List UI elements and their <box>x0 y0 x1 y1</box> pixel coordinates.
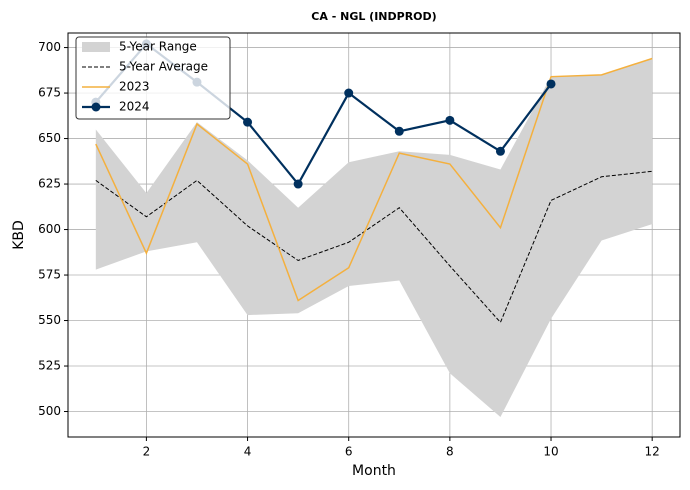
chart-title: CA - NGL (INDPROD) <box>311 10 436 23</box>
legend-marker <box>91 102 101 112</box>
x-tick-label: 8 <box>446 445 454 459</box>
x-tick-label: 4 <box>244 445 252 459</box>
y-tick-label: 575 <box>38 268 61 282</box>
y-tick-label: 600 <box>38 222 61 236</box>
legend-label: 5-Year Average <box>119 60 208 74</box>
point <box>243 117 253 127</box>
legend: 5-Year Range 5-Year Average 2023 2024 <box>75 36 231 120</box>
point <box>546 79 556 89</box>
point <box>445 115 455 125</box>
y-tick-label: 650 <box>38 131 61 145</box>
series-line <box>95 170 653 324</box>
range-band <box>95 58 653 417</box>
y-tick-label: 675 <box>38 86 61 100</box>
y-tick-label: 700 <box>38 40 61 54</box>
legend-swatch <box>82 42 110 52</box>
legend-label: 2024 <box>119 100 150 114</box>
y-tick-label: 625 <box>38 177 61 191</box>
legend-label: 2023 <box>119 80 150 94</box>
x-tick-label: 6 <box>345 445 353 459</box>
legend-label: 5-Year Range <box>119 40 197 54</box>
point <box>344 88 354 98</box>
point <box>394 126 404 136</box>
y-tick-label: 500 <box>38 404 61 418</box>
x-axis-label: Month <box>352 463 396 479</box>
x-tick-label: 12 <box>645 445 660 459</box>
y-tick-label: 525 <box>38 359 61 373</box>
plot-frame <box>67 32 681 438</box>
x-tick-label: 10 <box>543 445 558 459</box>
legend-box <box>75 36 231 120</box>
point <box>293 179 303 189</box>
y-tick-label: 550 <box>38 313 61 327</box>
y-axis-label: KBD <box>11 220 27 250</box>
x-tick-label: 2 <box>143 445 151 459</box>
point <box>495 146 505 156</box>
series-line <box>95 57 653 302</box>
